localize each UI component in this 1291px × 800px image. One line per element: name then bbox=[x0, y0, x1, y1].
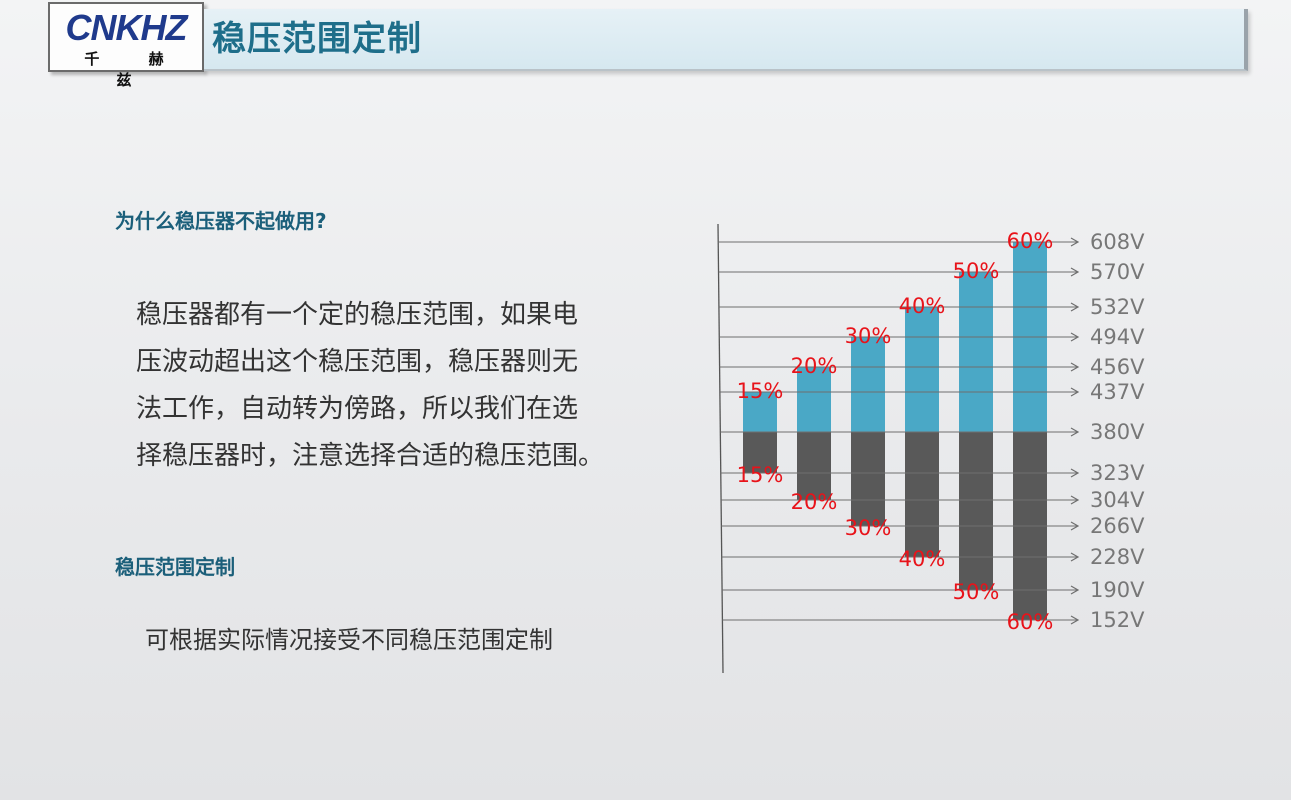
upper-pct-label: 60% bbox=[1007, 229, 1054, 253]
lower-pct-label: 30% bbox=[845, 516, 892, 540]
tick-arrow bbox=[1070, 237, 1080, 247]
bar-lower-50pct bbox=[959, 432, 993, 590]
upper-pct-label: 50% bbox=[953, 259, 1000, 283]
bar-lower-15pct bbox=[743, 432, 777, 473]
tick-label: 532V bbox=[1090, 295, 1145, 319]
lower-pct-label: 20% bbox=[791, 490, 838, 514]
tick-arrow bbox=[1070, 332, 1080, 342]
section-heading-custom: 稳压范围定制 bbox=[115, 555, 235, 579]
lower-pct-label: 60% bbox=[1007, 610, 1054, 634]
tick-arrow bbox=[1070, 267, 1080, 277]
tick-arrow bbox=[1070, 615, 1080, 625]
bar-upper-20pct bbox=[797, 367, 831, 432]
y-axis-line bbox=[717, 223, 724, 674]
tick-arrow bbox=[1070, 521, 1080, 531]
tick-arrow bbox=[1070, 427, 1080, 437]
page-title: 稳压范围定制 bbox=[212, 19, 422, 59]
logo-mark: CNKHZ bbox=[65, 7, 188, 48]
tick-label: 380V bbox=[1090, 420, 1145, 444]
tick-arrow bbox=[1070, 362, 1080, 372]
tick-label: 437V bbox=[1090, 380, 1145, 404]
tick-arrow bbox=[1070, 302, 1080, 312]
paragraph-line: 压波动超出这个稳压范围，稳压器则无 bbox=[136, 347, 579, 377]
tick-label: 190V bbox=[1090, 578, 1145, 602]
upper-pct-label: 15% bbox=[737, 379, 784, 403]
title-bar: 稳压范围定制 bbox=[204, 9, 1248, 71]
section-heading-why: 为什么稳压器不起做用? bbox=[115, 209, 327, 233]
company-logo: CNKHZ 千 赫 兹 bbox=[48, 2, 204, 89]
bar-lower-40pct bbox=[905, 432, 939, 557]
tick-label: 323V bbox=[1090, 461, 1145, 485]
explanation-paragraph: 稳压器都有一个定的稳压范围，如果电 压波动超出这个稳压范围，稳压器则无 法工作，… bbox=[136, 292, 656, 480]
tick-arrow bbox=[1070, 468, 1080, 478]
logo-company-name: 千 赫 兹 bbox=[84, 50, 186, 89]
tick-label: 152V bbox=[1090, 608, 1145, 632]
lower-pct-label: 50% bbox=[953, 580, 1000, 604]
bar-upper-15pct bbox=[743, 392, 777, 432]
upper-pct-label: 40% bbox=[899, 294, 946, 318]
bar-lower-20pct bbox=[797, 432, 831, 500]
tick-label: 456V bbox=[1090, 355, 1145, 379]
bar-lower-30pct bbox=[851, 432, 885, 526]
tick-label: 304V bbox=[1090, 488, 1145, 512]
tick-label: 608V bbox=[1090, 230, 1145, 254]
lower-pct-label: 40% bbox=[899, 547, 946, 571]
tick-label: 494V bbox=[1090, 325, 1145, 349]
paragraph-line: 法工作，自动转为傍路，所以我们在选 bbox=[136, 394, 579, 424]
bar-upper-50pct bbox=[959, 272, 993, 432]
upper-pct-label: 20% bbox=[791, 354, 838, 378]
tick-label: 228V bbox=[1090, 545, 1145, 569]
tick-arrow bbox=[1070, 387, 1080, 397]
bar-upper-30pct bbox=[851, 337, 885, 432]
tick-arrow bbox=[1070, 495, 1080, 505]
tick-label: 570V bbox=[1090, 260, 1145, 284]
custom-range-text: 可根据实际情况接受不同稳压范围定制 bbox=[145, 626, 553, 654]
upper-pct-label: 30% bbox=[845, 324, 892, 348]
tick-arrow bbox=[1070, 552, 1080, 562]
paragraph-line: 择稳压器时，注意选择合适的稳压范围。 bbox=[136, 441, 605, 471]
lower-pct-label: 15% bbox=[737, 463, 784, 487]
tick-arrow bbox=[1070, 585, 1080, 595]
tick-label: 266V bbox=[1090, 514, 1145, 538]
paragraph-line: 稳压器都有一个定的稳压范围，如果电 bbox=[136, 300, 579, 330]
bar-upper-40pct bbox=[905, 307, 939, 432]
